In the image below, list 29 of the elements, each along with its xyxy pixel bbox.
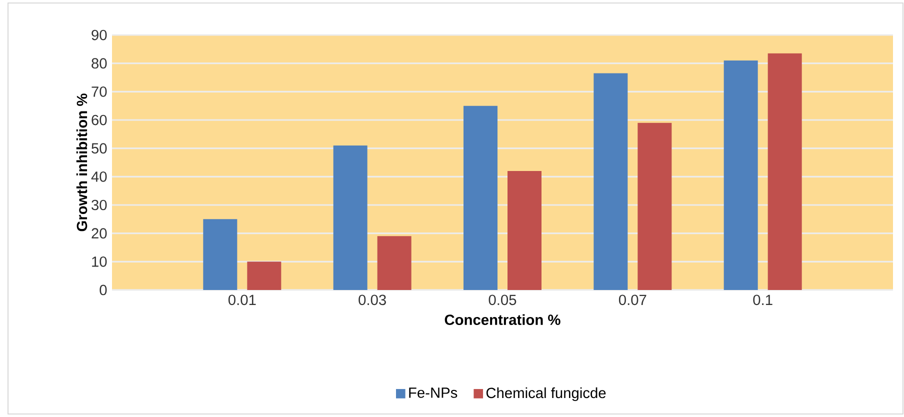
bar <box>247 262 282 290</box>
y-tick-label: 50 <box>92 143 107 154</box>
bar <box>638 122 672 290</box>
bar <box>768 53 802 290</box>
y-tick-label: 70 <box>92 86 107 97</box>
x-axis-title: Concentration % <box>444 314 560 326</box>
y-tick-label: 10 <box>92 256 107 267</box>
bar <box>508 170 542 290</box>
bar <box>464 106 498 290</box>
y-tick-label: 20 <box>92 228 107 239</box>
legend-label: Chemical fungicde <box>486 387 606 402</box>
x-tick-label: 0.07 <box>618 294 646 306</box>
legend-label: Fe-NPs <box>409 388 458 398</box>
x-tick-label: 0.05 <box>488 294 516 306</box>
x-tick-label: 0.03 <box>358 294 386 306</box>
y-tick-label: 90 <box>92 30 107 40</box>
y-tick-label: 60 <box>92 114 107 126</box>
y-axis-title: Growth inhibition % <box>76 94 88 232</box>
y-tick-label: 80 <box>92 58 107 69</box>
bar <box>203 219 238 290</box>
y-tick-label: 0 <box>100 284 107 296</box>
bar <box>377 236 412 290</box>
y-tick-label: 30 <box>92 200 107 210</box>
bar <box>724 60 758 290</box>
bar <box>594 73 628 290</box>
bar <box>333 145 368 290</box>
x-tick-label: 0.01 <box>228 294 256 306</box>
y-tick-label: 40 <box>91 171 107 182</box>
x-tick-label: 0.1 <box>753 294 772 306</box>
